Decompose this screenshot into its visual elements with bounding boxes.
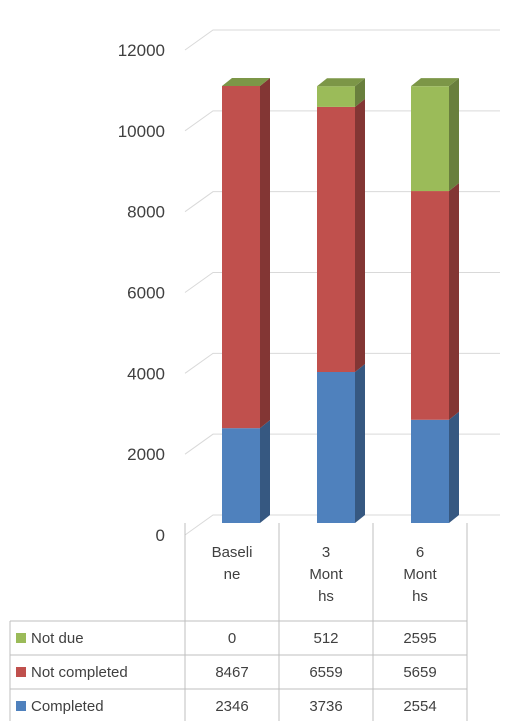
bar-side-not-due bbox=[355, 78, 365, 107]
legend-label: Not due bbox=[31, 630, 84, 647]
data-value: 2595 bbox=[403, 630, 436, 647]
bar-side-completed bbox=[260, 420, 270, 523]
gridline bbox=[184, 272, 500, 293]
gridline bbox=[184, 433, 500, 455]
bar-segment-completed bbox=[317, 372, 355, 523]
bar-side-not-due bbox=[449, 78, 459, 192]
category-label: hs bbox=[318, 588, 334, 605]
category-label: hs bbox=[412, 588, 428, 605]
bar-side-not-completed bbox=[355, 98, 365, 373]
data-value: 2554 bbox=[403, 698, 436, 715]
y-tick-label: 8000 bbox=[127, 203, 165, 222]
legend-swatch-completed bbox=[16, 701, 26, 711]
legend-swatch-not-completed bbox=[16, 667, 26, 677]
bar-segment-not-due bbox=[317, 86, 355, 107]
bar-side-not-completed bbox=[260, 77, 270, 429]
y-tick-label: 12000 bbox=[118, 41, 165, 60]
y-tick-label: 4000 bbox=[127, 364, 165, 383]
legend-swatch-not-due bbox=[16, 633, 26, 643]
legend-label: Completed bbox=[31, 698, 104, 715]
data-value: 0 bbox=[228, 630, 236, 647]
category-label: 6 bbox=[416, 544, 424, 561]
bar-side-completed bbox=[449, 411, 459, 523]
gridline bbox=[184, 29, 500, 51]
bar-segment-completed bbox=[411, 419, 449, 523]
gridlines bbox=[184, 29, 500, 536]
bar-top bbox=[411, 78, 459, 87]
category-label: Mont bbox=[403, 566, 437, 583]
data-table: Baseli ne 3 Mont hs 6 Mont hs Not due 0 512 2595 Not… bbox=[9, 523, 468, 721]
data-value: 5659 bbox=[403, 664, 436, 681]
bar-segment-not-due bbox=[411, 86, 449, 192]
bars bbox=[222, 77, 459, 523]
bar-segment-not-completed bbox=[222, 85, 260, 429]
data-value: 3736 bbox=[309, 698, 342, 715]
bar-segment-not-completed bbox=[317, 106, 355, 373]
y-tick-label: 2000 bbox=[127, 445, 165, 464]
category-label: Baseli bbox=[212, 544, 253, 561]
y-tick-label: 6000 bbox=[127, 284, 165, 303]
category-label: 3 bbox=[322, 544, 330, 561]
gridline bbox=[184, 514, 500, 536]
gridline bbox=[184, 110, 500, 132]
y-tick-label: 0 bbox=[156, 526, 165, 545]
y-tick-label: 10000 bbox=[118, 122, 165, 141]
bar-top bbox=[222, 77, 270, 86]
bar-segment-completed bbox=[222, 428, 260, 523]
bar-side-completed bbox=[355, 364, 365, 523]
y-axis-ticks: 0 2000 4000 6000 8000 10000 12000 bbox=[118, 41, 165, 545]
category-label: Mont bbox=[309, 566, 343, 583]
data-value: 512 bbox=[313, 630, 338, 647]
bar-top bbox=[317, 78, 365, 87]
gridline bbox=[184, 191, 500, 213]
gridline bbox=[184, 352, 500, 374]
category-label: ne bbox=[224, 566, 241, 583]
bar-segment-not-completed bbox=[411, 191, 449, 420]
data-value: 8467 bbox=[215, 664, 248, 681]
data-value: 2346 bbox=[215, 698, 248, 715]
legend-label: Not completed bbox=[31, 664, 128, 681]
bar-side-not-completed bbox=[449, 183, 459, 420]
data-value: 6559 bbox=[309, 664, 342, 681]
